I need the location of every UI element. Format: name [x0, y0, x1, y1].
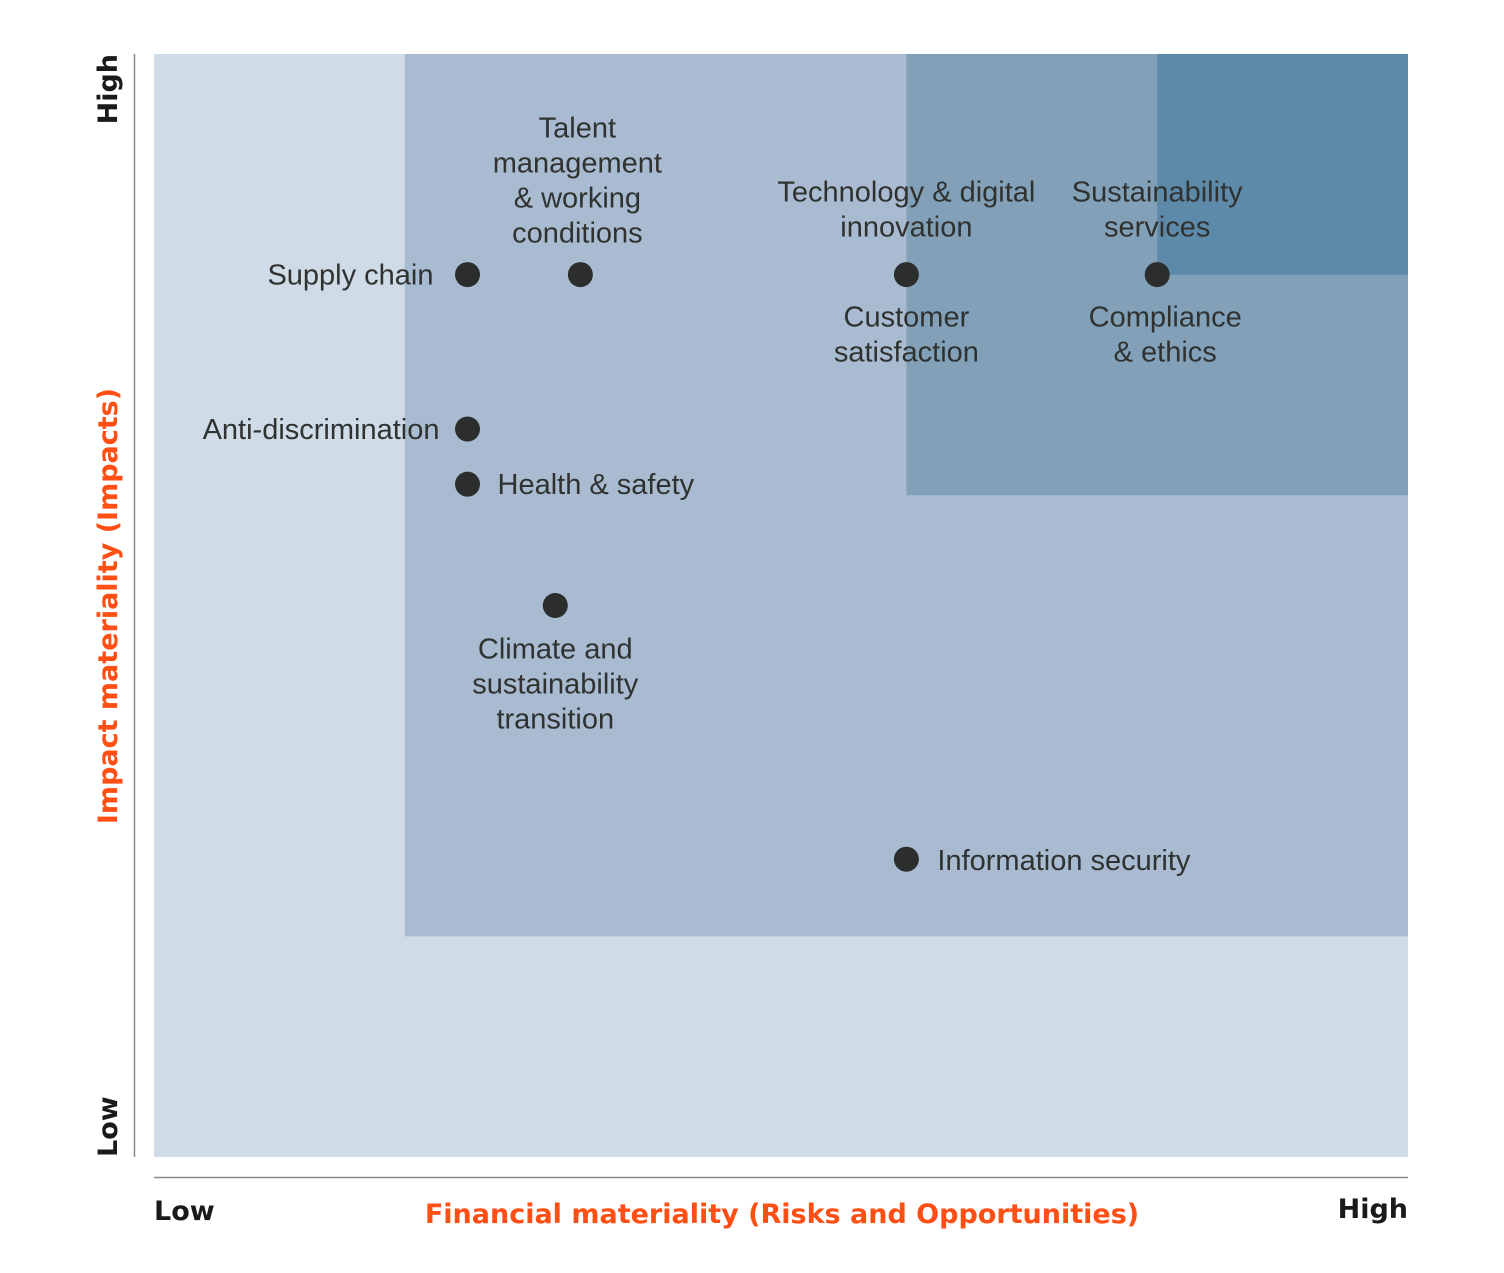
- point-label-line: Compliance: [1089, 302, 1242, 334]
- point-label-line: Customer: [844, 302, 970, 334]
- data-point: [455, 262, 480, 288]
- point-label-line: innovation: [840, 212, 972, 244]
- point-label: Information security: [937, 845, 1191, 877]
- y-axis-title: Impact materiality (Impacts): [93, 388, 124, 824]
- point-label-line: Information security: [937, 845, 1191, 877]
- point-label: Sustainability services: [1072, 177, 1243, 244]
- x-high-label: High: [1338, 1194, 1408, 1225]
- point-label-line: services: [1104, 212, 1210, 244]
- point-label-line: Health & safety: [498, 469, 695, 501]
- data-point: [893, 846, 919, 872]
- point-label: Health & safety: [498, 469, 695, 501]
- point-label: Technology & digital innovation: [777, 177, 1035, 244]
- data-point: [455, 471, 480, 497]
- point-label-line: transition: [496, 704, 614, 736]
- point-label-line: Talent: [539, 113, 616, 145]
- point-label-line: Supply chain: [267, 260, 433, 292]
- x-low-label: Low: [154, 1196, 215, 1227]
- y-low-label: Low: [93, 1096, 124, 1157]
- point-label-line: satisfaction: [834, 337, 979, 369]
- point-label-line: Climate and: [478, 634, 633, 666]
- point-label-line: conditions: [512, 218, 643, 250]
- point-label: Talent management & working conditions: [493, 113, 662, 250]
- point-label-line: & working: [514, 183, 641, 215]
- y-high-label: High: [93, 54, 124, 124]
- point-label-line: management: [493, 148, 662, 180]
- point-label: Supply chain: [267, 260, 433, 292]
- materiality-zone-4: [1157, 54, 1408, 275]
- x-axis-title: Financial materiality (Risks and Opportu…: [425, 1199, 1139, 1230]
- data-point: [893, 262, 919, 288]
- data-point: [1144, 262, 1170, 288]
- data-point: [567, 262, 593, 288]
- point-label-line: Anti-discrimination: [203, 414, 440, 446]
- point-label: Compliance & ethics: [1089, 302, 1242, 369]
- data-point: [542, 593, 568, 618]
- point-label: Climate and sustainability transition: [472, 634, 639, 736]
- point-label-line: sustainability: [472, 669, 639, 701]
- point-label: Anti-discrimination: [203, 414, 440, 446]
- point-label-line: Sustainability: [1072, 177, 1243, 209]
- point-label-line: & ethics: [1114, 337, 1217, 369]
- point-label-line: Technology & digital: [777, 177, 1035, 209]
- data-point: [455, 416, 480, 442]
- point-label: Customer satisfaction: [834, 302, 979, 369]
